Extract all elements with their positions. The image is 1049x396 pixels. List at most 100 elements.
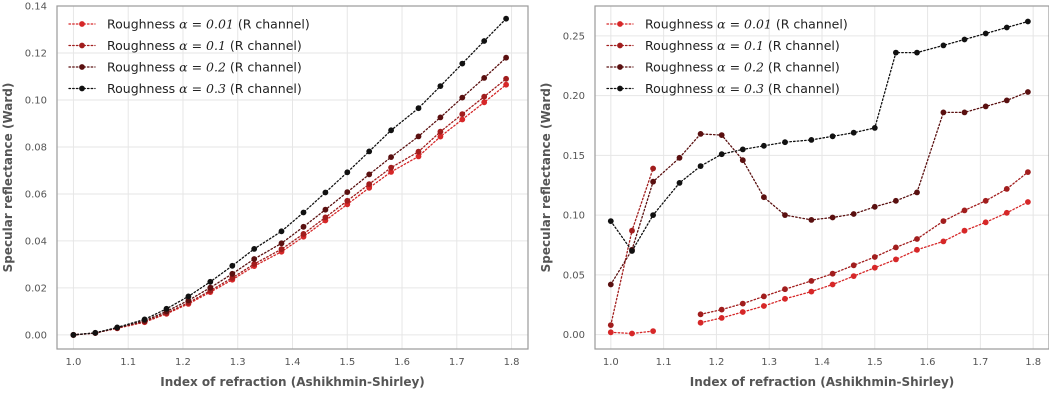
plot-frame xyxy=(56,5,529,350)
legend-marker xyxy=(79,64,85,70)
data-point xyxy=(251,256,258,262)
data-point xyxy=(940,109,947,116)
legend-label-prefix: Roughness xyxy=(645,38,717,53)
data-point xyxy=(607,218,614,225)
data-point xyxy=(366,148,373,155)
data-point xyxy=(893,197,899,204)
data-point xyxy=(1003,209,1010,216)
data-point xyxy=(481,38,488,44)
legend-label-suffix: (R channel) xyxy=(764,60,840,75)
series-line xyxy=(699,201,1029,324)
legend-label: Roughness α = 0.01 (R channel) xyxy=(107,17,310,32)
x-tick-label: 1.7 xyxy=(449,357,465,368)
series-3 xyxy=(607,89,1031,288)
data-point xyxy=(871,203,878,210)
data-point xyxy=(940,42,947,49)
data-point xyxy=(1025,89,1031,95)
chart-panel-1: 1.0 1.1 1.2 1.3 1.4 1.5 1.6 1.7 1.8 0.00 0.02 0.04 0… xyxy=(1,2,529,389)
data-point xyxy=(415,133,422,140)
series-4 xyxy=(70,15,509,338)
legend-label-prefix: Roughness xyxy=(645,60,717,75)
legend-label-suffix: (R channel) xyxy=(764,81,840,96)
y-tick-label: 0.08 xyxy=(25,142,47,153)
data-point xyxy=(207,278,214,285)
data-point xyxy=(459,60,466,67)
x-tick-label: 1.3 xyxy=(230,357,246,368)
series-line xyxy=(610,20,1029,253)
data-point xyxy=(344,169,351,176)
data-point xyxy=(761,303,767,309)
y-tick-label: 0.10 xyxy=(25,95,47,106)
legend-label-math: α = 0.01 xyxy=(179,17,234,32)
data-point xyxy=(481,99,488,106)
data-point xyxy=(92,329,99,336)
series-line xyxy=(699,171,1029,315)
data-point xyxy=(415,148,422,155)
y-tick-label: 0.02 xyxy=(25,283,47,294)
data-point xyxy=(893,244,899,251)
legend-label-math: α = 0.01 xyxy=(717,17,772,32)
data-point xyxy=(503,54,509,61)
data-point xyxy=(1003,97,1010,104)
data-point xyxy=(459,116,466,123)
legend-label: Roughness α = 0.3 (R channel) xyxy=(645,81,840,96)
y-tick-label: 0.25 xyxy=(563,31,585,42)
data-point xyxy=(739,300,746,307)
data-point xyxy=(300,231,307,237)
data-point xyxy=(185,297,192,304)
data-point xyxy=(871,254,878,260)
data-point xyxy=(761,142,767,149)
x-axis-label: Index of refraction (Ashikhmin-Shirley) xyxy=(690,375,955,389)
legend: Roughness α = 0.01 (R channel) Roughness … xyxy=(68,17,310,96)
data-point xyxy=(141,316,148,323)
legend: Roughness α = 0.01 (R channel)Roughness … xyxy=(606,17,848,96)
legend-label-prefix: Roughness xyxy=(107,60,179,75)
data-point xyxy=(388,127,394,134)
chart-panel-2: 1.0 1.1 1.2 1.3 1.4 1.5 1.6 1.7 1.8 0.00 0.05 0.10 0… xyxy=(539,5,1049,389)
data-point xyxy=(650,165,656,172)
data-point xyxy=(437,133,444,140)
data-point xyxy=(718,132,725,139)
data-point xyxy=(650,328,656,334)
legend-label-prefix: Roughness xyxy=(107,17,179,32)
data-point xyxy=(437,83,444,89)
legend-label-math: α = 0.3 xyxy=(717,81,764,96)
data-point xyxy=(761,194,767,201)
y-tick-label: 0.15 xyxy=(563,151,585,162)
legend-label: Roughness α = 0.2 (R channel) xyxy=(645,60,840,75)
y-tick-label: 0.20 xyxy=(563,91,585,102)
plot-frame xyxy=(594,5,1049,350)
legend-label: Roughness α = 0.2 (R channel) xyxy=(107,60,302,75)
legend-label-prefix: Roughness xyxy=(107,38,179,53)
y-tick-label: 0.12 xyxy=(25,48,47,59)
legend-label-math: α = 0.1 xyxy=(717,38,764,53)
data-point xyxy=(782,295,788,302)
data-point xyxy=(961,207,968,214)
data-point xyxy=(481,93,488,100)
legend-label-math: α = 0.2 xyxy=(179,60,226,75)
series-1 xyxy=(70,81,509,338)
data-point xyxy=(278,246,285,253)
x-tick-label: 1.5 xyxy=(339,357,355,368)
data-point xyxy=(697,311,704,318)
data-point xyxy=(1003,186,1010,192)
data-point xyxy=(229,262,236,269)
data-point xyxy=(366,171,373,178)
data-point xyxy=(718,306,725,313)
x-tick-label: 1.8 xyxy=(504,357,520,368)
series-line xyxy=(72,57,507,336)
series-line xyxy=(72,78,507,336)
series-line xyxy=(610,167,654,326)
data-point xyxy=(607,281,614,288)
data-point xyxy=(415,153,422,160)
x-tick-label: 1.7 xyxy=(972,357,988,368)
x-tick-label: 1.1 xyxy=(656,357,672,368)
legend-label-math: α = 0.1 xyxy=(179,38,226,53)
y-tick-label: 0.14 xyxy=(25,2,47,13)
y-tick-label: 0.06 xyxy=(25,189,47,200)
legend-marker xyxy=(617,64,623,70)
legend-marker xyxy=(79,42,85,49)
data-point xyxy=(961,36,968,43)
legend-marker xyxy=(617,85,623,92)
data-point xyxy=(650,178,656,185)
